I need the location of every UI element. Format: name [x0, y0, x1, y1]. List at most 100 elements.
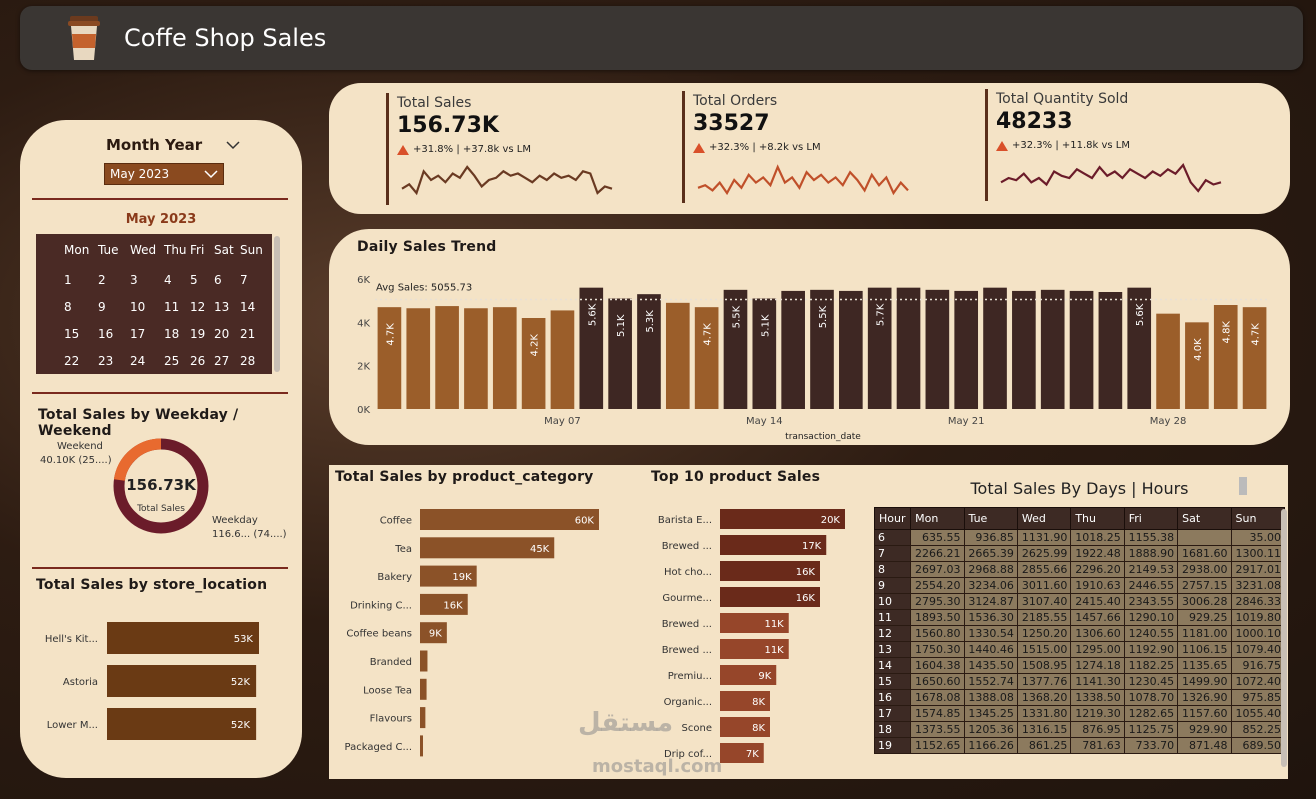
daily-bar[interactable] — [377, 307, 402, 409]
calendar-date[interactable]: 15 — [64, 326, 80, 341]
daily-bar[interactable] — [579, 287, 604, 409]
hbar[interactable] — [420, 735, 423, 757]
hbar[interactable] — [720, 691, 770, 711]
matrix-header-hour[interactable]: Hour — [873, 507, 912, 530]
chevron-down-icon[interactable] — [204, 169, 218, 179]
matrix-scrollbar[interactable] — [1281, 509, 1287, 767]
daily-bar[interactable] — [1242, 307, 1267, 409]
calendar-date[interactable]: 20 — [214, 326, 230, 341]
bar-value-label: 17K — [802, 541, 822, 552]
calendar-date[interactable]: 11 — [164, 299, 180, 314]
hbar[interactable] — [420, 593, 468, 615]
daily-bar[interactable] — [521, 318, 546, 409]
hbar[interactable] — [720, 509, 845, 529]
daily-bar[interactable] — [954, 290, 979, 409]
daily-bar[interactable] — [1098, 292, 1123, 409]
matrix-header-day[interactable]: Tue — [963, 507, 1018, 530]
daily-bar[interactable] — [637, 294, 661, 409]
daily-bar[interactable] — [1012, 290, 1036, 409]
daily-bar[interactable] — [608, 298, 632, 410]
calendar-date[interactable]: 7 — [240, 272, 248, 287]
calendar-date[interactable]: 22 — [64, 353, 80, 368]
calendar-date[interactable]: 24 — [130, 353, 146, 368]
matrix-header-day[interactable]: Mon — [910, 507, 965, 530]
hbar[interactable] — [720, 561, 820, 581]
daily-bar[interactable] — [781, 290, 805, 409]
store-bar[interactable] — [107, 665, 257, 697]
calendar-date[interactable]: 1 — [64, 272, 72, 287]
daily-bar[interactable] — [464, 308, 488, 409]
hbar[interactable] — [420, 707, 426, 729]
matrix-header-day[interactable]: Thu — [1070, 507, 1125, 530]
calendar-date[interactable]: 25 — [164, 353, 180, 368]
calendar-date[interactable]: 8 — [64, 299, 72, 314]
hbar[interactable] — [420, 678, 427, 700]
daily-bar[interactable] — [1213, 305, 1238, 409]
store-bar[interactable] — [107, 622, 259, 654]
calendar-date[interactable]: 14 — [240, 299, 256, 314]
matrix-header-day[interactable]: Sat — [1177, 507, 1232, 530]
store-bar[interactable] — [107, 708, 257, 740]
hbar[interactable] — [720, 743, 764, 763]
hbar[interactable] — [420, 622, 447, 644]
hbar[interactable] — [420, 650, 428, 672]
calendar-date[interactable]: 26 — [190, 353, 206, 368]
daily-bar[interactable] — [1069, 290, 1094, 409]
month-year-slicer-title[interactable]: Month Year — [106, 136, 240, 154]
calendar-scrollbar[interactable] — [274, 236, 280, 372]
hbar[interactable] — [420, 509, 599, 530]
calendar-date[interactable]: 13 — [214, 299, 230, 314]
calendar-date[interactable]: 4 — [164, 272, 172, 287]
daily-bar[interactable] — [694, 307, 719, 409]
month-year-dropdown[interactable]: May 2023 — [104, 163, 224, 185]
daily-bar[interactable] — [406, 308, 431, 409]
calendar-date[interactable]: 17 — [130, 326, 146, 341]
hbar[interactable] — [720, 717, 770, 737]
matrix-header-day[interactable]: Wed — [1016, 507, 1072, 530]
calendar-date[interactable]: 23 — [98, 353, 114, 368]
daily-bar[interactable] — [925, 289, 950, 409]
calendar-date[interactable]: 27 — [214, 353, 230, 368]
hbar[interactable] — [720, 535, 827, 555]
calendar-date[interactable]: 5 — [190, 272, 198, 287]
calendar-grid[interactable]: Mon Tue Wed Thu Fri Sat Sun 1 2 3 4 5 6 7 8 9 10 11 12 13 14… — [36, 234, 272, 374]
calendar-date[interactable]: 21 — [240, 326, 256, 341]
calendar-date[interactable]: 16 — [98, 326, 114, 341]
daily-bar[interactable] — [896, 287, 921, 409]
daily-bar[interactable] — [723, 289, 748, 409]
calendar-date[interactable]: 28 — [240, 353, 256, 368]
chevron-down-icon[interactable] — [226, 140, 240, 150]
hbar[interactable] — [420, 565, 477, 587]
daily-bar[interactable] — [492, 307, 517, 409]
daily-bar[interactable] — [983, 287, 1007, 409]
calendar-date[interactable]: 2 — [98, 272, 106, 287]
matrix-header-day[interactable]: Sun — [1230, 507, 1286, 530]
bar-data-label: 5.6K — [587, 303, 598, 326]
daily-bar[interactable] — [1127, 287, 1152, 409]
matrix-header-day[interactable]: Fri — [1123, 507, 1179, 530]
daily-bar[interactable] — [1040, 289, 1065, 409]
daily-bar[interactable] — [665, 302, 690, 409]
calendar-date[interactable]: 3 — [130, 272, 138, 287]
calendar-date[interactable]: 6 — [214, 272, 222, 287]
hbar[interactable] — [720, 613, 789, 633]
daily-bar[interactable] — [550, 310, 575, 409]
kpi-delta: +32.3% | +11.8k vs LM — [996, 140, 1225, 151]
daily-bar[interactable] — [435, 306, 459, 409]
daily-bar[interactable] — [1156, 313, 1180, 409]
hbar[interactable] — [420, 537, 555, 559]
daily-bar[interactable] — [1185, 322, 1209, 409]
daily-bar[interactable] — [867, 287, 892, 409]
hbar[interactable] — [720, 639, 789, 659]
hbar[interactable] — [720, 587, 820, 607]
calendar-date[interactable]: 12 — [190, 299, 206, 314]
calendar-date[interactable]: 18 — [164, 326, 180, 341]
scroll-indicator[interactable] — [1239, 477, 1247, 495]
daily-bar[interactable] — [752, 298, 777, 410]
calendar-date[interactable]: 9 — [98, 299, 106, 314]
daily-bar[interactable] — [810, 289, 834, 409]
daily-bar[interactable] — [839, 290, 863, 409]
hbar[interactable] — [720, 665, 777, 685]
calendar-date[interactable]: 10 — [130, 299, 146, 314]
calendar-date[interactable]: 19 — [190, 326, 206, 341]
